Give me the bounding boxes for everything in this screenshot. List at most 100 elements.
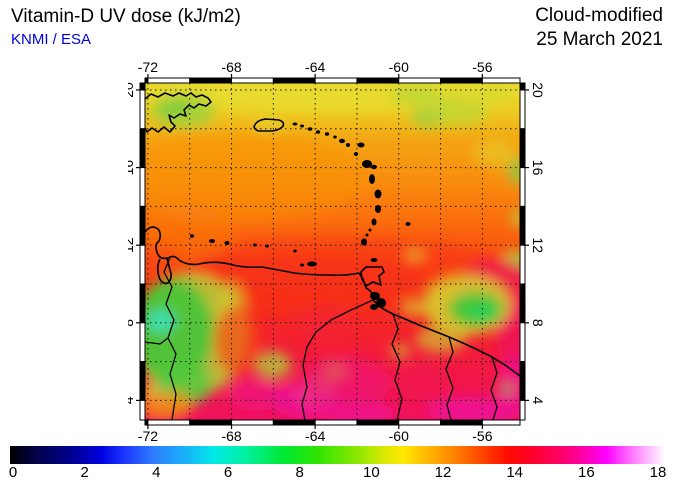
field-blob [254, 119, 284, 131]
island-antigua [357, 142, 365, 148]
map-clipped-layer [145, 83, 520, 420]
lon-tick-label-bottom: -68 [221, 428, 241, 444]
colorbar-tick-label: 14 [506, 464, 524, 481]
borders [145, 257, 498, 420]
frame-segment-top [481, 77, 521, 84]
island-nevis [346, 143, 350, 147]
island-st-lucia [375, 205, 381, 213]
island-puerto-rico [253, 118, 285, 132]
island-orinoco-delta-1 [370, 292, 380, 300]
field-blob [390, 344, 410, 358]
map-plot: -72 -72 -68 -68 -64 -64 -60 -60 -56 -56 20 20 16 16 12… [128, 59, 545, 444]
field-blob [185, 237, 505, 293]
frame-segment-left [139, 361, 146, 401]
figure-source: KNMI / ESA [11, 31, 92, 48]
island-la-orchila [265, 244, 269, 248]
map-frame [139, 77, 526, 426]
outlined-islands [145, 92, 385, 287]
island-grande-terre [371, 164, 377, 170]
lat-tick-label-left: 20 [128, 82, 136, 98]
figure-title: Vitamin-D UV dose (kJ/m2) [11, 6, 241, 27]
frame-segment-right [519, 82, 526, 91]
coastline-orinoco-delta-guiana-coast [358, 272, 520, 377]
field-blob [168, 102, 176, 108]
frame-segment-right [519, 283, 526, 324]
island-barbados [405, 222, 411, 226]
field-blob [453, 85, 513, 105]
frame-segment-left [139, 82, 146, 91]
lon-tick-label-top: -60 [389, 59, 409, 75]
field-blob [395, 365, 455, 401]
island-lake-maracaibo [156, 257, 172, 285]
lon-tick-label-top: -64 [305, 59, 325, 75]
island-dots [190, 122, 411, 310]
frame-segment-right [519, 167, 526, 207]
colorbar-tick-label: 8 [295, 464, 304, 481]
lon-tick-label-bottom: -72 [138, 428, 158, 444]
island-bonaire [224, 241, 230, 245]
frame-segment-right [519, 205, 526, 246]
lon-tick-label-top: -56 [472, 59, 492, 75]
island-la-blanquilla [293, 249, 297, 253]
frame-segment-bottom [147, 419, 191, 426]
island-st-martin [315, 130, 321, 134]
lon-tick-label-bottom: -56 [472, 428, 492, 444]
field-blob [147, 310, 175, 332]
frame-segment-left [139, 399, 146, 421]
field-blob [255, 351, 291, 379]
frame-segment-left [139, 205, 146, 246]
island-margarita [307, 261, 317, 267]
lat-tick-label-left: 4 [128, 396, 136, 404]
frame-segment-left [139, 244, 146, 285]
island-orinoco-delta-3 [370, 304, 378, 310]
field-blob [508, 157, 520, 185]
frame-segment-bottom [231, 419, 274, 426]
border-orinoco-river [301, 299, 374, 420]
frame-segment-top [314, 77, 358, 84]
field-blob [229, 379, 281, 411]
island-curacao [209, 239, 215, 243]
field-blob [145, 133, 365, 223]
colorbar-tick-label: 18 [649, 464, 667, 481]
island-guadeloupe [362, 160, 372, 168]
island-hispaniola [145, 92, 212, 133]
colorbar-tick-label: 2 [80, 464, 89, 481]
island-los-roques [253, 243, 257, 247]
frame-segment-right [519, 361, 526, 401]
island-st-kitts [339, 138, 345, 144]
island-st-vincent [371, 218, 377, 226]
figure-date: 25 March 2021 [536, 29, 663, 50]
island-virgin-islands-2 [300, 124, 304, 128]
field-blob [300, 357, 390, 409]
lon-tick-label-top: -72 [138, 59, 158, 75]
island-barbuda [324, 132, 330, 136]
frame-segment-left [139, 167, 146, 207]
frame-segment-left [139, 128, 146, 169]
island-trinidad [360, 266, 385, 287]
frame-segment-top [440, 77, 483, 84]
island-coche [300, 263, 304, 267]
colorbar-tick-label: 10 [363, 464, 380, 481]
lat-tick-label-left: 16 [128, 160, 136, 176]
island-aruba [190, 234, 194, 238]
frame-segment-left [139, 283, 146, 324]
frame-segment-top [231, 77, 274, 84]
island-martinique [374, 189, 382, 199]
lat-tick-label-left: 8 [128, 319, 136, 327]
axis-ticks [136, 74, 529, 429]
lon-tick-label-bottom: -60 [389, 428, 409, 444]
field-blob [401, 300, 425, 316]
frame-segment-top [147, 77, 191, 84]
island-orinoco-delta-2 [376, 298, 386, 308]
frame-segment-bottom [481, 419, 521, 426]
lat-tick-label-right: 12 [530, 237, 545, 253]
island-tobago [370, 258, 378, 262]
frame-segment-bottom [356, 419, 400, 426]
frame-segment-right [519, 399, 526, 421]
field-blob [511, 208, 520, 228]
colorbar-gradient [10, 446, 665, 464]
lon-tick-label-top: -68 [221, 59, 241, 75]
lat-tick-label-left: 12 [128, 237, 136, 253]
frame-segment-right [519, 322, 526, 363]
field-blobs [145, 83, 520, 420]
